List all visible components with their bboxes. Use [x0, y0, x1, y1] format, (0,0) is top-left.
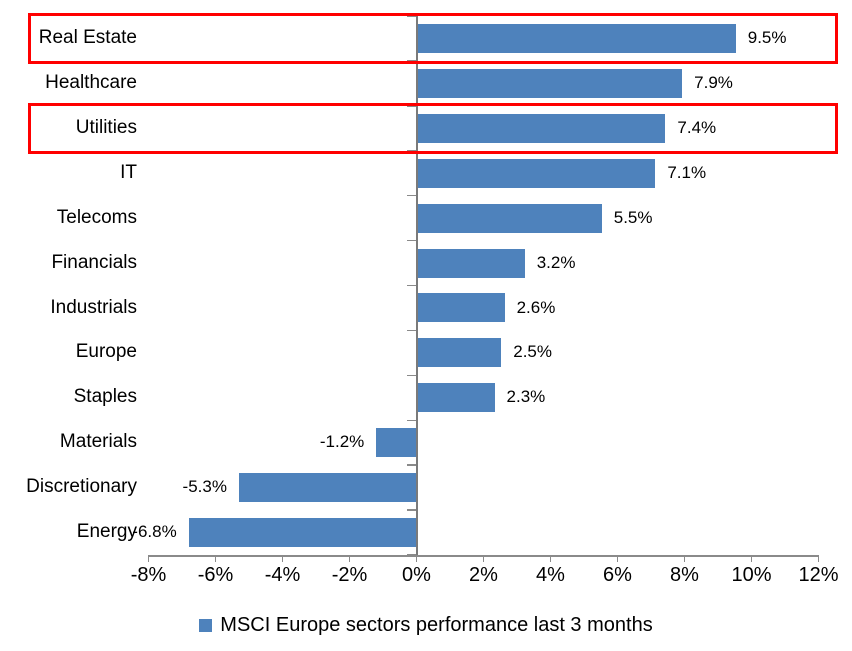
bar-real-estate — [417, 23, 736, 53]
category-label-it: IT — [120, 161, 137, 183]
x-axis-tick — [214, 555, 217, 562]
category-axis-tick — [406, 60, 416, 62]
x-axis-tick — [616, 555, 619, 562]
bar-utilities — [417, 113, 666, 143]
bar-healthcare — [417, 68, 683, 98]
value-label-staples: 2.3% — [506, 387, 546, 407]
category-label-staples: Staples — [73, 386, 137, 408]
category-label-europe: Europe — [75, 341, 137, 363]
value-label-energy: -6.8% — [132, 522, 177, 542]
value-label-financials: 3.2% — [536, 252, 576, 272]
category-axis-tick — [406, 374, 416, 377]
category-axis-tick — [406, 464, 416, 466]
category-axis-tick — [406, 150, 416, 152]
bar-it — [417, 158, 656, 188]
category-label-telecoms: Telecoms — [56, 206, 137, 228]
value-label-it: 7.1% — [667, 162, 707, 182]
bar-telecoms — [417, 203, 602, 233]
category-axis-tick — [406, 239, 416, 242]
legend: MSCI Europe sectors performance last 3 m… — [0, 610, 852, 640]
legend-marker-icon — [199, 618, 213, 632]
x-axis-tick — [281, 555, 284, 562]
category-label-discretionary: Discretionary — [26, 476, 137, 498]
category-axis-tick — [406, 194, 416, 197]
x-axis-tick — [817, 555, 820, 562]
x-axis-tick — [750, 555, 753, 562]
category-axis-tick — [406, 509, 416, 511]
category-label-industrials: Industrials — [50, 296, 137, 318]
x-axis-tick — [147, 555, 150, 562]
bar-financials — [417, 248, 525, 278]
x-tick-label-0-: 0% — [402, 564, 431, 586]
category-label-energy: Energy — [76, 521, 137, 543]
bar-industrials — [417, 293, 505, 323]
category-axis-tick — [406, 329, 416, 332]
value-label-telecoms: 5.5% — [613, 207, 653, 227]
value-label-healthcare: 7.9% — [694, 72, 733, 92]
category-axis-tick — [406, 419, 416, 421]
x-tick-label-8-: 8% — [670, 564, 699, 586]
x-axis-tick — [549, 555, 552, 562]
legend-label: MSCI Europe sectors performance last 3 m… — [220, 613, 653, 636]
category-label-financials: Financials — [51, 251, 137, 273]
value-label-utilities: 7.4% — [677, 117, 717, 137]
category-label-materials: Materials — [59, 431, 137, 453]
value-label-discretionary: -5.3% — [182, 477, 227, 497]
value-label-materials: -1.2% — [319, 432, 365, 452]
x-tick-label-2-: 2% — [469, 564, 498, 586]
category-axis-tick — [406, 15, 416, 17]
category-axis-tick — [406, 284, 416, 287]
value-label-industrials: 2.6% — [516, 297, 556, 317]
category-label-utilities: Utilities — [75, 116, 137, 138]
bar-europe — [417, 338, 502, 368]
x-axis-tick — [683, 555, 686, 562]
value-label-europe: 2.5% — [513, 342, 552, 362]
x-tick-label-10-: 10% — [731, 564, 772, 586]
bar-staples — [417, 383, 495, 413]
value-label-real-estate: 9.5% — [747, 28, 787, 47]
x-axis-tick — [482, 555, 485, 562]
x-tick-label-6-: 6% — [603, 564, 632, 586]
x-tick-label-4-: 4% — [536, 564, 565, 586]
category-label-healthcare: Healthcare — [45, 71, 137, 93]
bar-energy — [188, 518, 417, 548]
x-axis-tick — [348, 555, 351, 562]
x-tick-label--6-: -6% — [197, 564, 234, 586]
x-tick-label--2-: -2% — [331, 564, 368, 586]
x-axis-tick — [415, 555, 418, 562]
bar-materials — [376, 428, 417, 458]
x-tick-label--4-: -4% — [264, 564, 301, 586]
bar-discretionary — [238, 473, 417, 503]
x-tick-label--8-: -8% — [130, 564, 167, 586]
x-tick-label-12-: 12% — [798, 564, 839, 586]
category-label-real-estate: Real Estate — [38, 27, 137, 48]
y-axis-line — [415, 16, 418, 555]
category-axis-tick — [406, 105, 416, 107]
